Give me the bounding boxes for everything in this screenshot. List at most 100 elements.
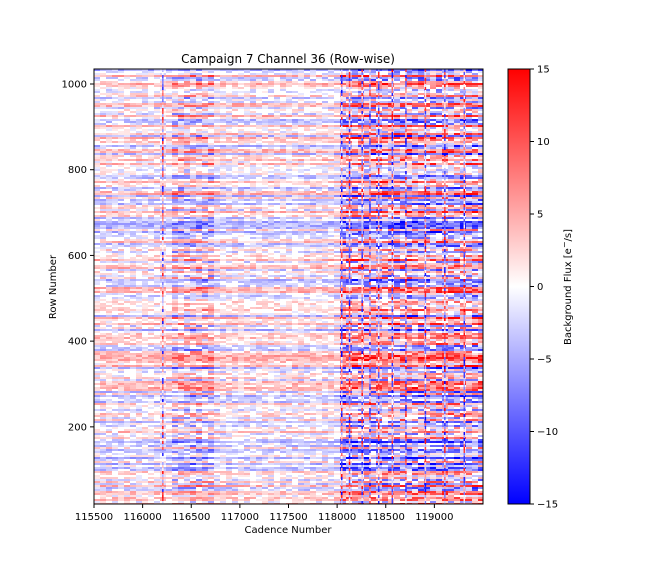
heatmap-cell bbox=[472, 111, 478, 113]
heatmap-cell bbox=[304, 147, 310, 149]
heatmap-cell bbox=[352, 141, 358, 143]
heatmap-cell bbox=[328, 113, 334, 115]
heatmap-cell bbox=[136, 79, 142, 81]
heatmap-cell bbox=[238, 73, 244, 75]
heatmap-cell bbox=[370, 241, 376, 243]
heatmap-cell bbox=[322, 139, 328, 141]
heatmap-cell bbox=[412, 209, 418, 211]
heatmap-cell bbox=[190, 95, 196, 97]
heatmap-cell bbox=[466, 137, 472, 139]
heatmap-cell bbox=[178, 123, 184, 125]
heatmap-cell bbox=[424, 91, 430, 93]
heatmap-cell bbox=[478, 219, 483, 221]
heatmap-cell bbox=[184, 233, 190, 235]
heatmap-cell bbox=[424, 171, 430, 173]
heatmap-cell bbox=[400, 85, 406, 87]
heatmap-cell bbox=[154, 187, 160, 189]
heatmap-cell bbox=[298, 75, 304, 77]
heatmap-cell bbox=[274, 125, 280, 127]
heatmap-cell bbox=[106, 229, 112, 231]
heatmap-cell bbox=[448, 105, 454, 107]
heatmap-cell bbox=[172, 193, 178, 195]
heatmap-cell bbox=[214, 241, 220, 243]
heatmap-cell bbox=[460, 103, 466, 105]
heatmap-cell bbox=[454, 233, 460, 235]
heatmap-cell bbox=[130, 123, 136, 125]
heatmap-cell bbox=[208, 221, 214, 223]
heatmap-cell bbox=[292, 183, 298, 185]
heatmap-cell bbox=[298, 177, 304, 179]
heatmap-cell bbox=[208, 165, 214, 167]
heatmap-cell bbox=[94, 163, 100, 165]
heatmap-cell bbox=[478, 119, 483, 121]
heatmap-cell bbox=[370, 223, 376, 225]
heatmap-cell bbox=[364, 107, 370, 109]
heatmap-cell bbox=[430, 207, 436, 209]
heatmap-cell bbox=[94, 137, 100, 139]
heatmap-cell bbox=[184, 225, 190, 227]
heatmap-cell bbox=[100, 133, 106, 135]
heatmap-cell bbox=[136, 105, 142, 107]
heatmap-cell bbox=[382, 241, 388, 243]
heatmap-cell bbox=[436, 193, 442, 195]
heatmap-cell bbox=[328, 177, 334, 179]
heatmap-cell bbox=[310, 121, 316, 123]
heatmap-cell bbox=[208, 215, 214, 217]
heatmap-cell bbox=[334, 135, 340, 137]
heatmap-cell bbox=[454, 123, 460, 125]
heatmap-cell bbox=[190, 69, 196, 71]
heatmap-cell bbox=[148, 129, 154, 131]
heatmap-cell bbox=[454, 211, 460, 213]
heatmap-cell bbox=[232, 83, 238, 85]
heatmap-cell bbox=[262, 105, 268, 107]
heatmap-cell bbox=[400, 83, 406, 85]
heatmap-cell bbox=[118, 105, 124, 107]
heatmap-cell bbox=[412, 245, 418, 247]
heatmap-cell bbox=[292, 199, 298, 201]
heatmap-cell bbox=[232, 249, 238, 251]
heatmap-cell bbox=[220, 227, 226, 229]
heatmap-cell bbox=[364, 145, 370, 147]
heatmap-cell bbox=[244, 79, 250, 81]
heatmap-cell bbox=[166, 105, 172, 107]
heatmap-cell bbox=[94, 229, 100, 231]
heatmap-cell bbox=[400, 81, 406, 83]
heatmap-cell bbox=[304, 225, 310, 227]
heatmap-cell bbox=[304, 239, 310, 241]
heatmap-cell bbox=[136, 119, 142, 121]
heatmap-cell bbox=[196, 253, 202, 255]
heatmap-cell bbox=[358, 173, 364, 175]
heatmap-cell bbox=[238, 243, 244, 245]
heatmap-cell bbox=[418, 79, 424, 81]
heatmap-cell bbox=[238, 105, 244, 107]
heatmap-cell bbox=[106, 221, 112, 223]
heatmap-cell bbox=[148, 161, 154, 163]
heatmap-cell bbox=[196, 185, 202, 187]
heatmap-cell bbox=[256, 187, 262, 189]
heatmap-cell bbox=[322, 223, 328, 225]
heatmap-cell bbox=[364, 85, 370, 87]
heatmap-cell bbox=[268, 133, 274, 135]
heatmap-cell bbox=[478, 159, 483, 161]
heatmap-cell bbox=[244, 111, 250, 113]
heatmap-cell bbox=[304, 87, 310, 89]
heatmap-cell bbox=[226, 191, 232, 193]
heatmap-cell bbox=[220, 177, 226, 179]
heatmap-cell bbox=[94, 145, 100, 147]
heatmap-cell bbox=[310, 221, 316, 223]
heatmap-cell bbox=[412, 143, 418, 145]
heatmap-cell bbox=[244, 251, 250, 253]
heatmap-cell bbox=[202, 125, 208, 127]
chart-title: Campaign 7 Channel 36 (Row-wise) bbox=[181, 52, 395, 66]
heatmap-cell bbox=[340, 219, 346, 221]
heatmap-cell bbox=[106, 155, 112, 157]
heatmap-cell bbox=[190, 83, 196, 85]
heatmap-cell bbox=[340, 225, 346, 227]
heatmap-cell bbox=[478, 243, 483, 245]
heatmap-cell bbox=[400, 227, 406, 229]
heatmap-cell bbox=[424, 79, 430, 81]
heatmap-cell bbox=[394, 141, 400, 143]
heatmap-cell bbox=[382, 83, 388, 85]
heatmap-cell bbox=[364, 213, 370, 215]
heatmap-cell bbox=[352, 177, 358, 179]
